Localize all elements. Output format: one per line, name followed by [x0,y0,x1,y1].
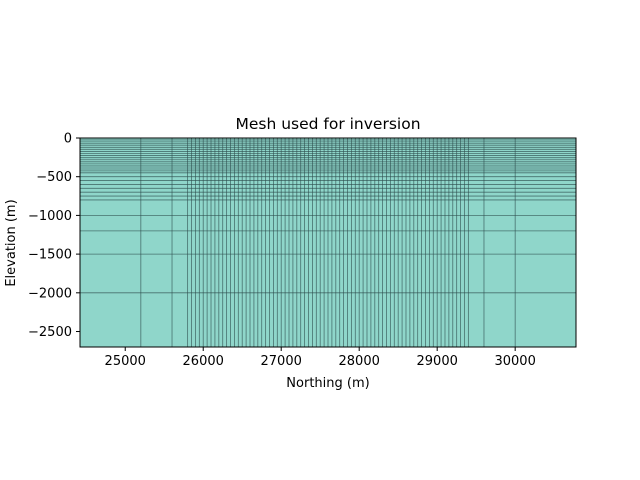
y-tick-label: −2000 [28,286,72,301]
x-tick-label: 30000 [494,354,535,369]
x-axis-ticks: 25000 26000 27000 28000 29000 30000 [105,347,536,369]
y-tick-label: 0 [64,132,72,147]
y-tick-label: −1500 [28,248,72,263]
x-tick-label: 28000 [339,354,380,369]
x-axis-label: Northing (m) [286,376,369,391]
y-axis-ticks: 0 −500 −1000 −1500 −2000 −2500 [28,132,80,340]
y-tick-label: −2500 [28,325,72,340]
x-tick-label: 25000 [105,354,146,369]
x-tick-label: 27000 [261,354,302,369]
y-tick-label: −500 [36,170,72,185]
mesh-grid-lines [80,138,576,347]
x-tick-label: 26000 [183,354,224,369]
plot-frame [79,137,577,348]
y-axis-label: Elevation (m) [4,199,19,286]
plot-area [79,137,577,348]
y-tick-label: −1000 [28,209,72,224]
x-tick-label: 29000 [417,354,458,369]
chart-title: Mesh used for inversion [235,115,420,133]
